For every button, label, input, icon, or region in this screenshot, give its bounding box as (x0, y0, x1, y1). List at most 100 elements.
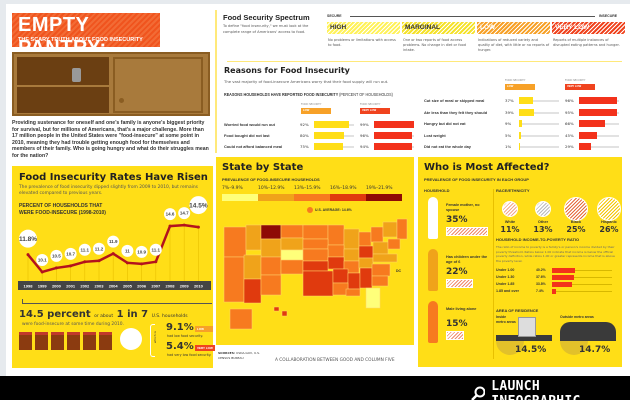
state-shape[interactable] (383, 222, 397, 237)
household-label: Female mother, no spouse (446, 203, 492, 213)
data-point (41, 271, 44, 274)
tag-label: FOOD SECURITY (505, 79, 525, 82)
data-point (55, 266, 58, 269)
food-security-spectrum: Food Security Spectrum To define "food i… (215, 10, 625, 65)
income-title: HOUSEHOLD INCOME-TO-POVERTY RATIO (496, 237, 579, 242)
state-shape[interactable] (244, 255, 261, 279)
map-title: State by State (222, 162, 303, 173)
state-shape[interactable] (281, 250, 303, 260)
outside-metro-pct: 14.7% (579, 345, 610, 355)
state-shape[interactable] (359, 258, 373, 268)
data-point (98, 259, 101, 262)
data-point (126, 261, 129, 264)
launch-label: LAUNCH INFOGRAPHIC (491, 379, 630, 409)
state-shape[interactable] (328, 257, 344, 269)
state-shape-hawaii[interactable] (282, 311, 287, 316)
year-tick: 2006 (137, 284, 147, 289)
state-shape[interactable] (388, 239, 400, 249)
state-shape[interactable] (371, 227, 383, 242)
launch-infographic-button[interactable]: LAUNCH INFOGRAPHIC (470, 379, 630, 409)
bracket-label: which is (153, 331, 157, 343)
state-shape[interactable] (346, 289, 360, 296)
bar-track (519, 135, 559, 137)
state-shape[interactable] (224, 257, 244, 302)
low-badge: LOW (195, 326, 213, 332)
very-low-bar (374, 121, 414, 128)
state-shape[interactable] (281, 260, 303, 274)
race-label: Black (561, 220, 591, 224)
state-shape[interactable] (373, 242, 388, 254)
state-shape[interactable] (373, 254, 397, 262)
state-shape[interactable] (397, 219, 407, 239)
race-label: Other (528, 220, 558, 224)
map-average: U.S. AVERAGE: 14.6% (315, 208, 352, 212)
year-tick: 1998 (24, 284, 34, 289)
state-shape[interactable] (328, 225, 344, 245)
reason-label: Did not eat the whole day (424, 144, 471, 149)
state-shape[interactable] (281, 225, 303, 238)
low-bar (314, 121, 349, 128)
legend-label: 19%–21.9% (366, 186, 393, 191)
data-point (140, 262, 143, 265)
bar-track (552, 291, 612, 292)
tag-label: FOOD SECURITY (301, 103, 321, 106)
state-shape-alaska[interactable] (230, 309, 252, 329)
data-label: 14.7 (180, 211, 189, 216)
grocery-bag-icon (19, 332, 32, 350)
household-bar (446, 331, 464, 340)
state-shape[interactable] (303, 261, 328, 271)
state-shape[interactable] (303, 271, 333, 296)
low-bar (519, 132, 521, 139)
state-shape[interactable] (360, 268, 372, 288)
reasons-title: Reasons for Food Insecurity (224, 66, 350, 75)
data-label: 14.6 (166, 212, 175, 217)
data-label: 11.2 (95, 246, 104, 251)
household-pct: 15% (446, 319, 468, 329)
state-shape[interactable] (372, 276, 388, 286)
data-label: 14.5% (189, 202, 208, 209)
very-low-bar (374, 132, 412, 139)
state-shape[interactable] (281, 238, 303, 250)
legend-swatch (366, 194, 402, 201)
state-shape[interactable] (328, 245, 344, 257)
very-low-pct: 94% (360, 144, 369, 149)
state-shape[interactable] (303, 225, 328, 239)
household-bar (446, 279, 473, 288)
state-shape[interactable] (303, 239, 328, 249)
state-shape[interactable] (261, 239, 281, 257)
low-pct: 37% (505, 98, 514, 103)
state-shape-hawaii[interactable] (274, 307, 279, 311)
very-low-pct: 96% (360, 133, 369, 138)
state-shape[interactable] (244, 279, 261, 303)
year-tick: 2001 (66, 284, 76, 289)
state-shape[interactable] (344, 249, 359, 261)
secure-label: SECURE (327, 14, 342, 18)
top-edge (0, 0, 630, 4)
year-tick: 1999 (38, 284, 48, 289)
state-shape[interactable] (246, 225, 261, 250)
credit: A COLLABORATION BETWEEN GOOD AND COLUMN … (275, 358, 395, 363)
low-pct: 9% (505, 121, 511, 126)
income-bar (552, 289, 556, 294)
state-shape[interactable] (348, 273, 360, 289)
state-shape[interactable] (372, 264, 390, 276)
very-low-pct: 29% (565, 144, 574, 149)
income-pct: 37.6% (536, 275, 546, 279)
reason-label: Ate less than they felt they should (424, 110, 487, 115)
state-shape[interactable] (344, 229, 359, 249)
buildings-icon (518, 317, 536, 337)
state-shape[interactable] (224, 227, 246, 257)
state-shape[interactable] (261, 225, 281, 239)
race-circle-white (502, 201, 518, 217)
state-shape[interactable] (359, 246, 373, 258)
state-shape[interactable] (303, 249, 328, 261)
summary-line2: were food-insecure at some time during 2… (22, 322, 124, 328)
state-shape[interactable] (366, 288, 380, 308)
state-shape[interactable] (261, 257, 281, 275)
state-shape[interactable] (359, 232, 371, 246)
bar-track (519, 146, 559, 148)
state-shape[interactable] (333, 269, 348, 283)
reasons-unit: (PERCENT OF HOUSEHOLDS) (339, 92, 393, 97)
legend-swatch (330, 194, 366, 201)
state-shape[interactable] (261, 275, 281, 295)
